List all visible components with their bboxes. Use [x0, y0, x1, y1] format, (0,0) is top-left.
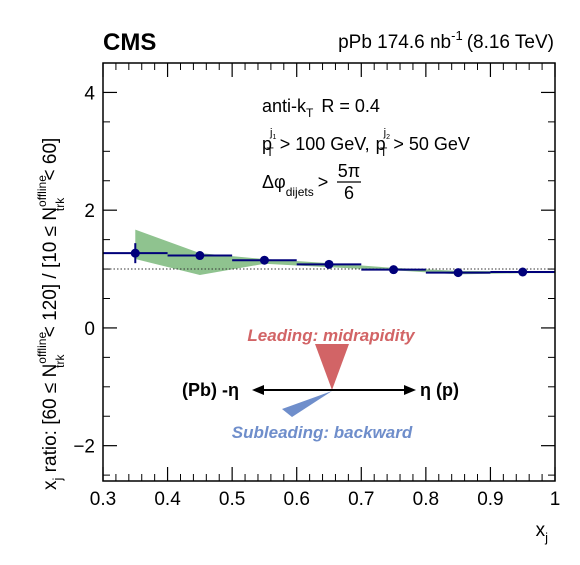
- data-point: [232, 255, 297, 265]
- experiment-label: CMS: [103, 29, 156, 56]
- x-tick-label: 0.7: [348, 489, 374, 510]
- dphi-denominator: 6: [344, 183, 354, 203]
- pt-cuts: pj1 T > 100 GeV, pj2 T > 50 GeV: [262, 127, 470, 159]
- x-tick-label: 0.3: [90, 489, 116, 510]
- plot-frame: [102, 62, 556, 482]
- eta-arrow-left: [252, 385, 264, 395]
- x-tick-label: 1: [550, 489, 561, 510]
- data-point: [296, 259, 362, 269]
- data-point: [167, 251, 233, 261]
- data-point: [425, 268, 491, 278]
- subleading-label: Subleading: backward: [232, 423, 413, 442]
- x-tick-label: 0.9: [477, 489, 503, 510]
- y-tick-label: 2: [84, 201, 95, 222]
- dphi-symbol: Δφdijets >: [262, 172, 328, 199]
- rapidity-inset: Leading: midrapidity (Pb) -η η (p) Suble…: [182, 326, 459, 442]
- y-tick-label: −2: [73, 437, 95, 458]
- lumi-exponent: -1: [451, 28, 463, 43]
- x-tick-label: 0.8: [413, 489, 439, 510]
- systematic-band: [135, 229, 556, 275]
- lumi-prefix: pPb 174.6 nb: [338, 32, 451, 53]
- y-axis-title: xj ratio: [60 ≤ Noffline trk < 120] / [10…: [35, 138, 67, 490]
- data-point: [103, 243, 168, 264]
- dphi-numerator: 5π: [338, 161, 360, 181]
- data-marker: [389, 265, 399, 275]
- data-point: [361, 265, 426, 275]
- data-marker: [324, 259, 334, 269]
- x-tick-label: 0.5: [219, 489, 245, 510]
- x-tick-label: 0.6: [284, 489, 310, 510]
- luminosity-label: pPb 174.6 nb-1 (8.16 TeV): [338, 28, 554, 53]
- data-marker: [130, 248, 140, 258]
- y-tick-label: 4: [84, 83, 95, 104]
- leading-label: Leading: midrapidity: [247, 326, 416, 345]
- x-axis-title: xj: [536, 520, 549, 545]
- data-marker: [195, 251, 205, 261]
- annotation-block: anti-kT R = 0.4 pj1 T > 100 GeV, pj2 T > 50 Ge…: [262, 96, 470, 203]
- data-point: [490, 267, 555, 277]
- eta-arrow-right: [404, 385, 416, 395]
- y-tick-label: 0: [84, 319, 95, 340]
- lumi-suffix: (8.16 TeV): [467, 32, 554, 53]
- systematic-band-layer: [135, 229, 556, 275]
- data-marker: [453, 268, 463, 278]
- leading-triangle: [315, 344, 349, 390]
- subleading-triangle: [282, 391, 332, 417]
- data-marker: [259, 255, 269, 265]
- eta-right-label: η (p): [420, 380, 459, 400]
- jet-algorithm: anti-kT R = 0.4: [262, 96, 380, 120]
- data-marker: [518, 267, 528, 277]
- eta-left-label: (Pb) -η: [182, 380, 239, 400]
- x-tick-label: 0.4: [154, 489, 181, 510]
- axes-layer: 0.3 0.4 0.5 0.6 0.7 0.8 0.9 1 −2 0 2 4: [73, 62, 561, 510]
- data-points-layer: [103, 243, 555, 278]
